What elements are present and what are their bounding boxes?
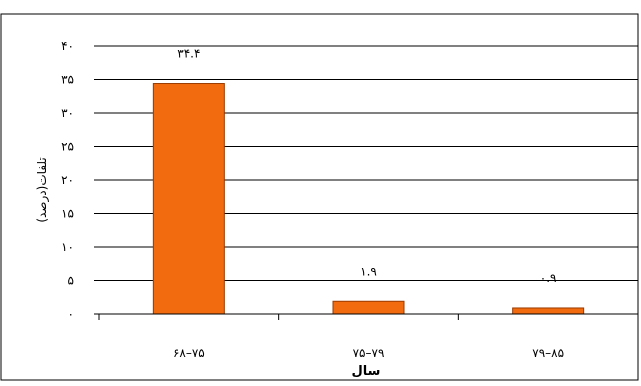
bar	[152, 83, 225, 315]
y-tick-label: ۱۰	[61, 240, 74, 254]
data-labels: ۳۴.۴ ۱.۹ ۰.۹	[177, 47, 556, 285]
x-axis-categories: ۶۸–۷۵ ۷۵–۷۹ ۷۹–۸۵	[98, 314, 639, 360]
data-label: ۰.۹	[540, 271, 557, 285]
bars	[152, 83, 585, 315]
y-tick-label: ۵	[68, 274, 74, 288]
bar	[332, 300, 405, 315]
y-axis-title: تلفات(درصد)	[35, 157, 50, 222]
y-tick-label: ۲۵	[61, 140, 74, 154]
y-tick-label: ۰	[68, 307, 74, 321]
chart-border	[0, 13, 639, 381]
y-tick-label: ۴۰	[61, 39, 74, 53]
data-label: ۳۴.۴	[177, 47, 200, 61]
y-tick-label: ۱۵	[61, 207, 74, 221]
y-axis-ticks: ۰ ۵ ۱۰ ۱۵ ۲۰ ۲۵ ۳۰ ۳۵ ۴۰	[61, 39, 99, 321]
x-category-label: ۷۹–۸۵	[532, 346, 564, 360]
y-tick-label: ۲۰	[61, 173, 74, 187]
bar	[512, 307, 585, 315]
y-tick-label: ۳۰	[61, 106, 74, 120]
x-category-label: ۶۸–۷۵	[173, 346, 205, 360]
x-category-label: ۷۵–۷۹	[353, 346, 385, 360]
data-label: ۱.۹	[360, 264, 377, 278]
y-tick-label: ۳۵	[61, 73, 74, 87]
x-axis-title: سال	[352, 364, 381, 379]
